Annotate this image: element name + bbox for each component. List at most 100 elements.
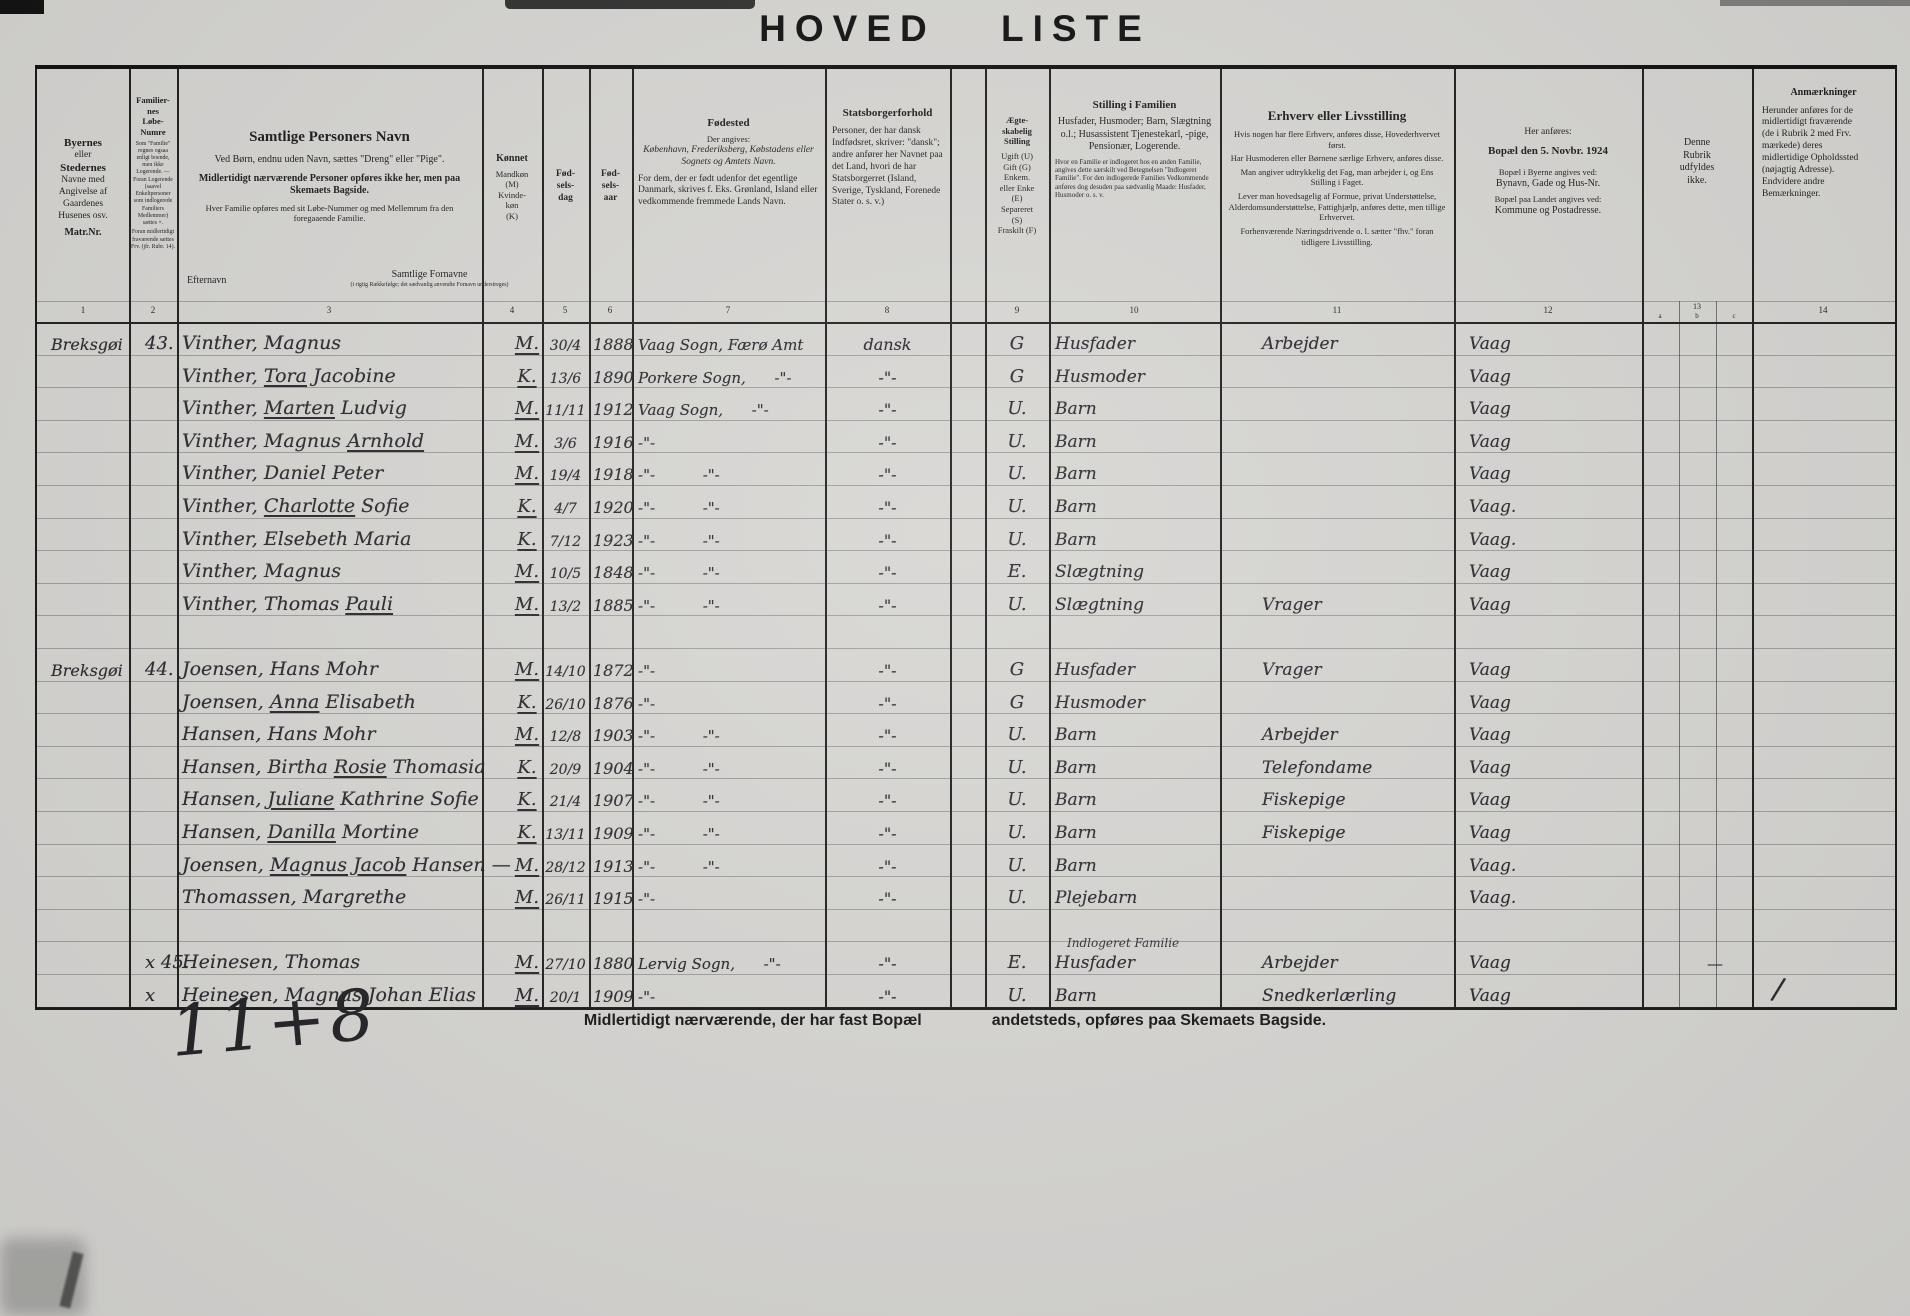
cell-cit: -"-	[878, 987, 897, 1006]
header-col7-sub1: Der angives:	[706, 134, 751, 145]
table-row: Vinther, Magnus M. 10/5 1848 -"- -"- -"- E. Slæ…	[37, 550, 1895, 583]
cell-res: Vaag	[1469, 399, 1511, 420]
cell-yr: 1876	[593, 693, 634, 713]
header-efternavn-label: Efternavn	[187, 275, 227, 286]
grid-line	[37, 355, 1895, 356]
cell-mar: G	[1009, 659, 1025, 680]
cell-cit: -"-	[878, 758, 897, 778]
header-col11-p5: Forhenværende Næringsdrivende o. l. sætt…	[1240, 225, 1434, 247]
cell-pos: Barn	[1055, 464, 1097, 485]
table-row: Breksgøi 44. Joensen, Hans Mohr M. 14/10 1872…	[37, 648, 1895, 681]
cell-pos: Husfader	[1055, 953, 1135, 974]
column-number: 3	[326, 305, 332, 315]
cell-day: 12/8	[549, 729, 582, 746]
header-col7-sub3: For dem, der er født udenfor det egentli…	[638, 173, 818, 208]
cell-cit: -"-	[878, 367, 897, 387]
cell-name: Hansen, Birtha Rosie Thomasia	[182, 755, 486, 778]
header-col2-small: Som "Familie" regnes ogsaa enligt boende…	[133, 140, 173, 227]
cell-m13: —	[1707, 954, 1723, 974]
cell-born: -"- -"-	[638, 499, 720, 517]
grid-line	[37, 322, 1895, 324]
header-col9-title: Ægte- skabelig Stilling	[1002, 115, 1032, 147]
cell-pos: Barn	[1055, 986, 1097, 1006]
grid-line	[37, 746, 1895, 747]
cell-mar: U.	[1007, 756, 1027, 778]
table-row	[37, 615, 1895, 648]
cell-name: Thomassen, Margrethe	[182, 886, 407, 909]
cell-born: -"- -"-	[638, 596, 720, 615]
cell-pos: Husmoder	[1055, 366, 1145, 387]
header-col10-body: Husfader, Husmoder; Barn, Slægtning o.l.…	[1057, 116, 1212, 153]
footer-note-left: Midlertidigt nærværende, der har fast Bo…	[583, 1012, 922, 1029]
cell-day: 14/10	[545, 664, 586, 680]
handwritten-tally: 11+8	[166, 973, 382, 1073]
cell-mar: G	[1009, 365, 1025, 387]
cell-name: Vinther, Magnus	[182, 560, 342, 583]
header-col3-sub1: Ved Børn, endnu uden Navn, sættes "Dreng…	[214, 154, 445, 166]
cell-born: -"-	[638, 694, 656, 713]
cell-yr: 1923	[593, 530, 634, 550]
cell-fam: x	[145, 985, 156, 1006]
header-col1-line: eller	[74, 150, 92, 161]
table-row: Hansen, Hans Mohr M. 12/8 1903 -"- -"- -"- U. B…	[37, 713, 1895, 746]
header-fornavne-title: Samtlige Fornavne	[391, 269, 468, 280]
cell-mar: U.	[1007, 496, 1027, 517]
header-col4: Kønnet Mandkøn (M) Kvinde- køn (K)	[482, 153, 542, 222]
header-col10: Stilling i Familien Husfader, Husmoder; …	[1049, 99, 1220, 200]
cell-yr: 1872	[593, 661, 634, 680]
cell-cit: -"-	[878, 824, 897, 843]
cell-mar: U.	[1007, 430, 1027, 452]
table-row: Joensen, Anna Elisabeth K. 26/10 1876 -"- -"-…	[37, 681, 1895, 714]
grid-line	[632, 69, 634, 1007]
cell-yr: 1920	[593, 498, 634, 517]
grid-line	[37, 974, 1895, 975]
cell-pos: Barn	[1055, 855, 1097, 876]
cell-cit: -"-	[878, 498, 897, 517]
cell-pos: Husfader	[1055, 334, 1135, 354]
table-row: x 45. Heinesen, Thomas M. 27/10 1880 Lervig S…	[37, 936, 1895, 974]
cell-name: Joensen, Hans Mohr	[182, 658, 378, 680]
grid-line	[1642, 69, 1644, 1007]
table-row: Vinther, Daniel Peter M. 19/4 1918 -"- -"- -"…	[37, 452, 1895, 485]
header-col12-sub1: Bopæl i Byerne angives ved:	[1498, 167, 1598, 178]
grid-line	[825, 69, 827, 1007]
grid-line	[37, 1007, 1895, 1008]
header-col2-small2: Foran midlertidigt fraværende sættes Frv…	[131, 229, 175, 250]
cell-fam: 44.	[145, 659, 174, 680]
cell-res: Vaag	[1469, 594, 1511, 615]
cell-cit: -"-	[878, 954, 897, 974]
cell-pos: Husmoder	[1055, 692, 1145, 713]
cell-name: Heinesen, Magnus Johan Elias	[182, 984, 476, 1006]
table-row: Breksgøi 43. Vinther, Magnus M. 30/4 1888 Vaag…	[37, 322, 1895, 355]
header-col11-p1: Hvis nogen har flere Erhverv, anføres di…	[1234, 128, 1440, 150]
cell-res: Vaag	[1469, 562, 1511, 583]
cell-born: -"- -"-	[638, 825, 720, 843]
cell-day: 27/10	[545, 957, 586, 974]
header-col14-title: Anmærkninger	[1790, 87, 1857, 98]
column-number: 4	[509, 305, 515, 315]
cell-yr: 1909	[593, 824, 634, 843]
cell-cit: -"-	[878, 465, 897, 485]
header-col11-p2: Har Husmoderen eller Børnene særlige Erh…	[1230, 153, 1444, 164]
cell-occ: Telefondame	[1262, 757, 1373, 778]
cell-yr: 1888	[593, 335, 634, 354]
table-row: Hansen, Juliane Kathrine Sofie K. 21/4 1907…	[37, 778, 1895, 811]
column-number: 10	[1129, 305, 1139, 315]
grid-line	[1716, 301, 1717, 1007]
cell-born: -"-	[638, 433, 656, 452]
table-row: Hansen, Birtha Rosie Thomasia K. 20/9 1904-…	[37, 746, 1895, 779]
cell-mar: U.	[1007, 463, 1027, 485]
grid-line	[37, 387, 1895, 388]
header-col3-sub3: Hver Familie opføres med sit Løbe-Nummer…	[205, 202, 454, 224]
cell-pos: Barn	[1055, 529, 1097, 550]
scan-artifact-top-smudge	[505, 0, 755, 9]
cell-day: 21/4	[549, 794, 582, 811]
cell-res: Vaag	[1469, 366, 1511, 387]
table-row: Hansen, Danilla Mortine K. 13/11 1909 -"- -"…	[37, 811, 1895, 844]
footer-note: Midlertidigt nærværende, der har fast Bo…	[0, 1012, 1910, 1030]
cell-born: -"- -"-	[638, 466, 720, 485]
scan-artifact-top-right	[1720, 0, 1910, 6]
cell-res: Vaag	[1469, 953, 1511, 974]
cell-born: Lervig Sogn, -"-	[638, 955, 781, 974]
column-number: 2	[150, 305, 156, 315]
